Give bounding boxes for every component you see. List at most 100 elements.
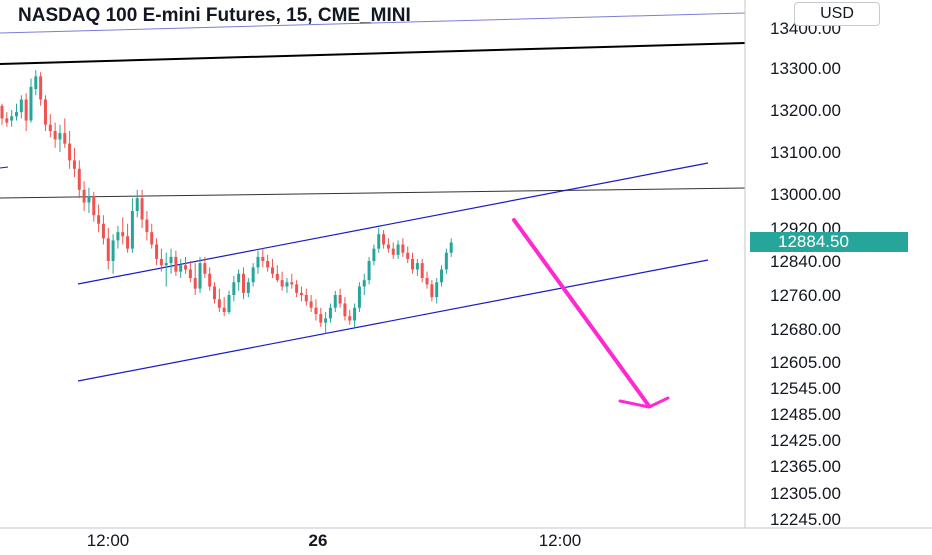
candle-body (304, 295, 308, 302)
price-tick-label: 12425.00 (770, 431, 841, 450)
candle-body (140, 198, 144, 220)
candle-body (256, 256, 260, 268)
candle-body (382, 234, 386, 245)
candle-body (92, 196, 96, 216)
projection-arrow-shaft[interactable] (512, 218, 651, 408)
candle-body (159, 258, 163, 266)
price-tick-label: 13100.00 (770, 143, 841, 162)
candles (0, 70, 453, 334)
channel-upper-line[interactable] (77, 162, 709, 285)
candle-body (328, 307, 332, 319)
price-tick-label: 12545.00 (770, 379, 841, 398)
candle-body (77, 168, 81, 190)
candle-body (150, 232, 154, 245)
candle-body (10, 116, 14, 121)
candle-body (222, 307, 226, 312)
channel-lower-line[interactable] (77, 259, 709, 382)
candle-body (227, 295, 231, 312)
candle-body (420, 263, 424, 278)
candle-body (338, 295, 342, 304)
time-tick-label: 12:00 (539, 531, 582, 550)
candle-body (68, 143, 72, 161)
candle-body (155, 244, 159, 259)
price-tick-label: 12365.00 (770, 457, 841, 476)
currency-button[interactable]: USD (794, 2, 880, 26)
price-tick-label: 12605.00 (770, 353, 841, 372)
candle-body (396, 244, 400, 255)
candle-body (48, 124, 52, 131)
candle-body (184, 265, 188, 270)
candle-body (444, 252, 448, 270)
candle-body (246, 282, 250, 293)
price-tick-label: 12485.00 (770, 405, 841, 424)
price-tick-label: 12245.00 (770, 510, 841, 529)
candle-body (362, 280, 366, 287)
candle-body (285, 282, 289, 287)
candle-body (348, 316, 352, 321)
price-scale[interactable]: 13400.0013300.0013200.0013100.0013000.00… (770, 19, 841, 529)
candle-body (121, 232, 125, 237)
price-tick-label: 12840.00 (770, 252, 841, 271)
projection-arrow-head[interactable] (618, 396, 670, 409)
candle-body (266, 261, 270, 268)
candle-body (372, 248, 376, 261)
price-tick-label: 12680.00 (770, 320, 841, 339)
candle-body (367, 261, 371, 281)
candle-body (169, 256, 173, 264)
candle-body (333, 295, 337, 308)
price-tick-label: 12305.00 (770, 484, 841, 503)
drawings[interactable] (0, 12, 746, 409)
candle-body (87, 196, 91, 203)
resistance-line[interactable] (0, 187, 746, 199)
candle-body (72, 160, 76, 169)
price-tick-label: 13200.00 (770, 101, 841, 120)
candle-body (43, 99, 47, 125)
candle-body (415, 263, 419, 270)
time-scale[interactable]: 12:00 26 12:00 (87, 531, 582, 550)
candle-body (280, 280, 284, 287)
candle-body (377, 234, 381, 249)
candle-body (208, 273, 212, 287)
candle-body (295, 284, 299, 293)
candle-body (343, 303, 347, 317)
candle-body (193, 278, 197, 289)
candle-body (5, 118, 9, 123)
candle-body (116, 232, 120, 241)
candle-body (430, 284, 434, 298)
time-tick-label: 12:00 (87, 531, 130, 550)
candle-body (145, 219, 149, 233)
candle-body (126, 236, 130, 249)
candle-body (14, 112, 18, 117)
candle-body (106, 238, 110, 261)
candle-body (425, 278, 429, 285)
candle-body (275, 273, 279, 281)
candle-body (101, 223, 105, 239)
upper-channel-line[interactable] (0, 12, 746, 34)
candle-body (82, 189, 86, 203)
candle-body (39, 76, 43, 100)
candle-body (58, 133, 62, 140)
candle-body (24, 99, 28, 121)
upper-trend-line[interactable] (0, 42, 746, 65)
candle-body (435, 282, 439, 298)
time-tick-label: 26 (309, 531, 328, 550)
candle-body (251, 267, 255, 283)
candle-body (203, 263, 207, 274)
price-tick-label: 13300.00 (770, 59, 841, 78)
candle-body (164, 263, 168, 266)
candle-body (97, 215, 101, 224)
candle-body (179, 265, 183, 272)
last-price-label: 12884.50 (750, 232, 908, 252)
candle-body (135, 198, 139, 211)
candle-body (449, 242, 453, 253)
candle-body (401, 244, 405, 253)
candle-body (270, 267, 274, 274)
candle-body (242, 273, 245, 293)
candle-body (309, 301, 313, 308)
channel-stub[interactable] (0, 166, 9, 169)
candle-body (232, 282, 236, 295)
candle-body (34, 76, 38, 89)
candle-body (290, 282, 294, 285)
